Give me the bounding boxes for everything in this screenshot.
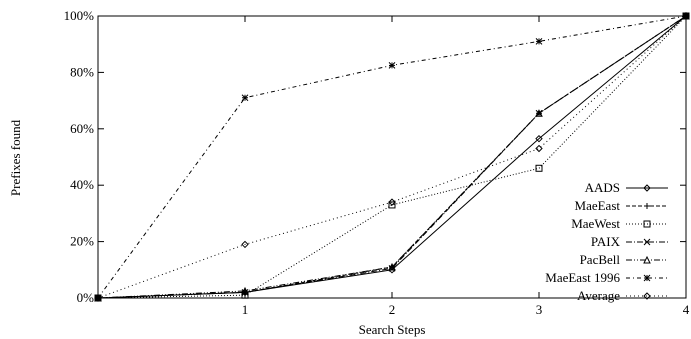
legend-item: Average <box>577 288 668 303</box>
y-tick-label: 0% <box>77 290 95 305</box>
y-tick-label: 60% <box>70 121 94 136</box>
series-line <box>97 15 687 299</box>
legend-label: PacBell <box>580 252 621 267</box>
legend-label: AADS <box>585 180 620 195</box>
series-lines <box>94 11 690 302</box>
y-tick-label: 100% <box>64 8 95 23</box>
legend-label: MaeWest <box>571 216 620 231</box>
data-point <box>535 38 543 45</box>
data-point <box>535 109 543 117</box>
legend-item: MaeWest <box>571 216 668 231</box>
y-tick-label: 80% <box>70 64 94 79</box>
data-point <box>535 144 543 153</box>
legend-item: MaeEast <box>575 198 668 213</box>
x-tick-label: 4 <box>683 302 690 317</box>
data-point <box>94 294 102 302</box>
legend-label: PAIX <box>591 234 621 249</box>
data-point <box>388 61 396 69</box>
x-tick-label: 1 <box>242 302 249 317</box>
data-point <box>388 201 396 209</box>
legend-marker <box>643 274 651 282</box>
legend-marker <box>643 184 651 192</box>
y-tick-label: 40% <box>70 177 94 192</box>
legend: AADS MaeEast MaeWest PAIX PacBell MaeEast 199… <box>545 180 668 303</box>
x-tick-label: 3 <box>536 302 543 317</box>
series-line <box>97 15 687 299</box>
legend-label: Average <box>577 288 620 303</box>
legend-label: MaeEast 1996 <box>545 270 620 285</box>
legend-marker <box>644 203 650 209</box>
x-tick-label: 2 <box>389 302 396 317</box>
y-tick-label: 20% <box>70 234 94 249</box>
legend-label: MaeEast <box>575 198 621 213</box>
legend-marker <box>643 238 651 246</box>
y-axis-label: Prefixes found <box>8 119 23 196</box>
data-point <box>682 12 690 20</box>
series-average <box>94 12 690 302</box>
legend-item: PAIX <box>591 234 668 249</box>
legend-marker <box>643 292 651 300</box>
data-point <box>535 134 543 143</box>
legend-item: MaeEast 1996 <box>545 270 668 285</box>
x-axis-label: Search Steps <box>359 322 426 337</box>
data-point <box>682 12 690 20</box>
legend-item: AADS <box>585 180 668 195</box>
data-point <box>388 262 396 271</box>
legend-item: PacBell <box>580 252 668 267</box>
data-point <box>241 240 249 249</box>
data-point <box>535 164 543 172</box>
legend-marker <box>643 255 651 264</box>
legend-marker <box>643 220 651 228</box>
data-point <box>241 94 249 102</box>
data-point <box>388 198 396 206</box>
data-point <box>241 286 249 295</box>
axes: 0% 20% 40% 60% 80% 100% 1 2 3 4 <box>64 8 690 317</box>
